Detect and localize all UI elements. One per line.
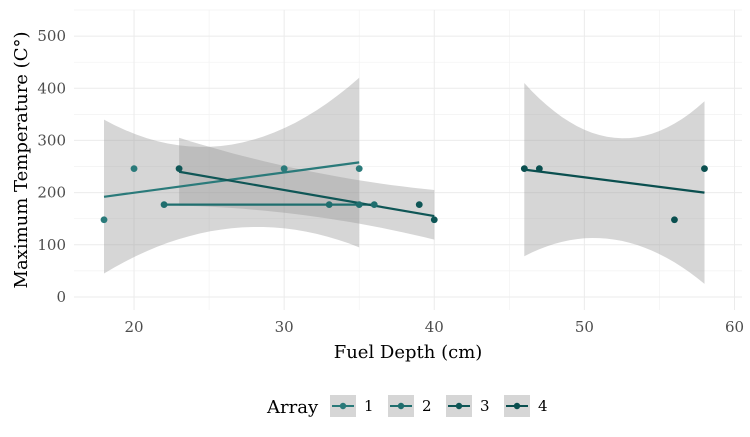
data-points bbox=[100, 165, 708, 224]
legend-label-4: 4 bbox=[538, 397, 548, 415]
confidence-band-4 bbox=[524, 83, 705, 284]
fit-line-3 bbox=[178, 170, 435, 218]
y-tick-label: 200 bbox=[37, 184, 66, 202]
y-axis-ticks: 0 100 200 300 400 500 bbox=[37, 27, 66, 306]
data-point-2 bbox=[160, 201, 168, 209]
fit-line-1 bbox=[103, 161, 360, 198]
data-point-1 bbox=[280, 165, 288, 173]
data-point-3 bbox=[175, 165, 183, 173]
data-point-4 bbox=[520, 165, 528, 173]
data-point-3 bbox=[415, 201, 423, 209]
x-axis-title: Fuel Depth (cm) bbox=[334, 342, 483, 363]
data-point-1 bbox=[355, 165, 363, 173]
data-point-1 bbox=[100, 216, 108, 224]
data-point-4 bbox=[701, 165, 708, 173]
data-point-2 bbox=[355, 201, 363, 209]
legend-key-point-2 bbox=[397, 402, 405, 410]
x-axis-ticks: 20 30 40 50 60 bbox=[124, 318, 744, 336]
legend-label-1: 1 bbox=[364, 397, 374, 415]
y-tick-label: 0 bbox=[56, 288, 66, 306]
legend: Array 1 2 3 4 bbox=[266, 395, 548, 418]
x-tick-label: 50 bbox=[575, 318, 594, 336]
grid-lines bbox=[74, 9, 742, 310]
y-tick-label: 100 bbox=[37, 236, 66, 254]
y-tick-label: 400 bbox=[37, 79, 66, 97]
x-tick-label: 20 bbox=[124, 318, 143, 336]
legend-key-point-4 bbox=[513, 402, 521, 410]
data-point-3 bbox=[430, 216, 438, 224]
legend-label-2: 2 bbox=[422, 397, 432, 415]
confidence-band-1 bbox=[104, 77, 360, 274]
confidence-band-3 bbox=[179, 137, 435, 240]
fit-lines bbox=[103, 161, 705, 218]
data-point-4 bbox=[535, 165, 543, 173]
x-tick-label: 40 bbox=[425, 318, 444, 336]
data-point-2 bbox=[325, 201, 333, 209]
legend-label-3: 3 bbox=[480, 397, 490, 415]
legend-title: Array bbox=[266, 397, 319, 418]
legend-keys: 1 2 3 4 bbox=[330, 395, 548, 417]
confidence-bands bbox=[104, 77, 705, 284]
x-tick-label: 30 bbox=[275, 318, 294, 336]
data-point-2 bbox=[370, 201, 378, 209]
legend-key-point-3 bbox=[455, 402, 463, 410]
fit-line-4 bbox=[524, 168, 705, 194]
data-point-1 bbox=[130, 165, 138, 173]
x-tick-label: 60 bbox=[725, 318, 744, 336]
y-tick-label: 500 bbox=[37, 27, 66, 45]
data-point-4 bbox=[671, 216, 678, 224]
y-axis-title: Maximum Temperature (C°) bbox=[11, 32, 32, 289]
legend-key-point-1 bbox=[339, 402, 347, 410]
plot-background bbox=[74, 10, 742, 310]
y-tick-label: 300 bbox=[37, 131, 66, 149]
